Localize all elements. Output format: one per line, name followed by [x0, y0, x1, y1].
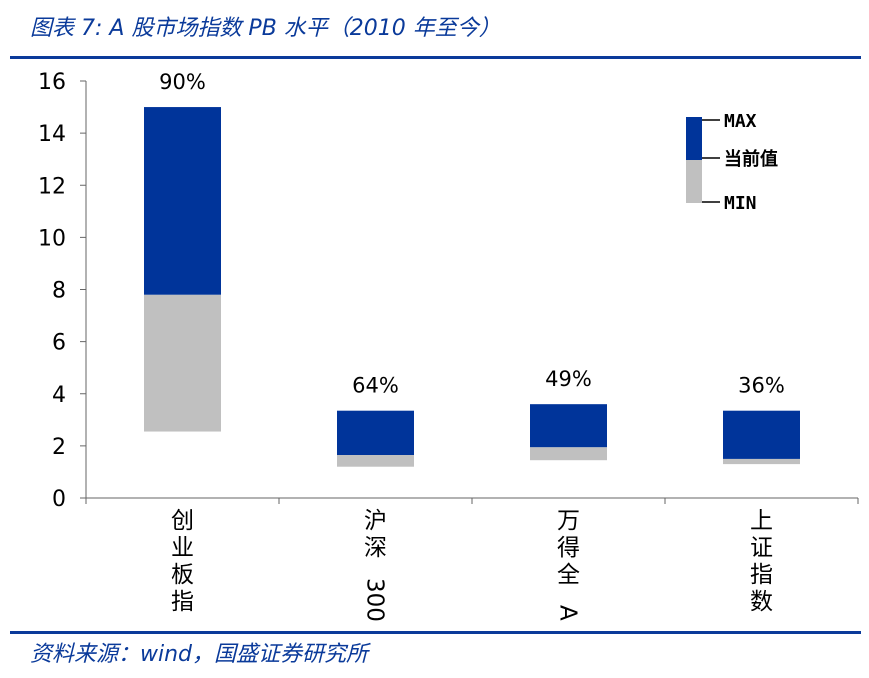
legend-current-label: 当前值: [724, 148, 778, 170]
category-label: 万得全: [557, 508, 580, 588]
y-tick-label: 14: [38, 122, 66, 147]
legend-max-label: MAX: [724, 111, 757, 132]
y-tick-label: 2: [52, 435, 66, 460]
bar-max-segment: [530, 404, 607, 448]
y-tick-label: 6: [52, 331, 66, 356]
percentile-label: 36%: [738, 374, 785, 398]
y-tick-label: 10: [38, 226, 66, 251]
title-rule: [10, 56, 861, 59]
y-tick-label: 16: [38, 70, 66, 95]
category-label: 上证指数: [750, 508, 773, 615]
category-label-latin: 300: [362, 578, 388, 622]
percentile-label: 90%: [159, 70, 206, 94]
bar-min-segment: [144, 294, 221, 432]
bar-min-segment: [337, 454, 414, 467]
legend-max-swatch: [686, 117, 702, 160]
legend-min-swatch: [686, 160, 702, 203]
bar-min-segment: [723, 458, 800, 465]
y-tick-label: 0: [52, 487, 66, 512]
y-tick-label: 12: [38, 174, 66, 199]
y-tick-label: 8: [52, 279, 66, 304]
source-rule: [10, 631, 861, 634]
y-tick-label: 4: [52, 383, 66, 408]
percentile-label: 49%: [545, 367, 592, 391]
source-note: 资料来源：wind，国盛证券研究所: [30, 642, 369, 667]
legend-min-label: MIN: [724, 193, 757, 214]
category-label: 沪深: [364, 508, 387, 561]
bar-max-segment: [723, 410, 800, 459]
category-label: 创业板指: [171, 508, 194, 615]
percentile-label: 64%: [352, 374, 399, 398]
bar-max-segment: [144, 107, 221, 295]
bar-min-segment: [530, 447, 607, 461]
category-label-latin: A: [555, 605, 581, 621]
page-title: 图表 7: A 股市场指数 PB 水平（2010 年至今）: [30, 16, 501, 41]
bar-max-segment: [337, 410, 414, 455]
